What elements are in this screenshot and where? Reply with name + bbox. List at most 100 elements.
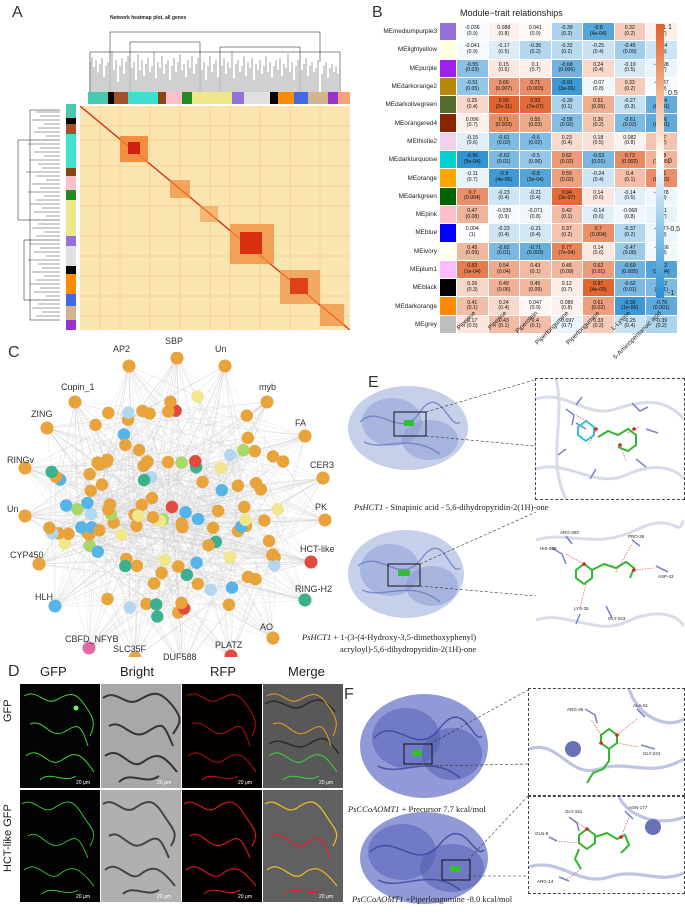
correlation-value: 0.71 bbox=[498, 116, 509, 123]
gene-node bbox=[237, 443, 250, 457]
correlation-value: 0.33 bbox=[593, 317, 604, 324]
correlation-value: -0.11 bbox=[466, 171, 478, 178]
micrograph-hct-merge: 20 μm bbox=[263, 790, 343, 902]
correlation-value: -0.69 bbox=[623, 262, 636, 269]
correlation-value: -0.5 bbox=[530, 153, 540, 160]
p-value: (0.003) bbox=[527, 85, 544, 92]
correlation-cell: 0.004 (1) bbox=[456, 223, 489, 243]
gene-node bbox=[179, 506, 192, 519]
correlation-value: 0.004 bbox=[465, 226, 479, 233]
p-value: (0.2) bbox=[561, 231, 573, 238]
coexpression-network bbox=[18, 352, 332, 657]
p-value: (5e-04) bbox=[463, 158, 481, 165]
gene-node bbox=[93, 524, 106, 537]
correlation-value: -0.37 bbox=[623, 226, 636, 233]
correlation-value: -0.8 bbox=[530, 171, 540, 178]
node-label-un-left: Un bbox=[7, 504, 19, 514]
correlation-cell: -0.61 (0.02) bbox=[487, 131, 520, 152]
hub-gene-node bbox=[18, 509, 32, 523]
scale-bar-label: 20 μm bbox=[157, 780, 171, 786]
correlation-value: -0.76 bbox=[655, 299, 668, 306]
module-label: MElightyellow bbox=[397, 46, 437, 54]
p-value: (0.9) bbox=[529, 30, 541, 37]
trait-label: Piperolein bbox=[513, 310, 539, 336]
hub-gene-node bbox=[298, 593, 312, 607]
correlation-cell: 0.94 (3e-07) bbox=[550, 186, 583, 206]
module-label: MEorange bbox=[407, 174, 438, 182]
correlation-value: -0.23 bbox=[497, 226, 510, 233]
correlation-value: 0.7 bbox=[468, 189, 476, 196]
correlation-cell: 0.14 (0.6) bbox=[582, 241, 615, 261]
zoom-connector-1 bbox=[426, 379, 535, 447]
correlation-cell: -0.39 (0.2) bbox=[645, 314, 678, 335]
p-value: (0.2) bbox=[561, 30, 573, 37]
p-value: (4e-06) bbox=[495, 177, 513, 184]
residue-label: HIS-209 bbox=[540, 546, 557, 551]
gene-node bbox=[62, 527, 75, 541]
correlation-cell: -0.23 (0.4) bbox=[487, 186, 520, 206]
correlation-value: 0.14 bbox=[593, 189, 604, 196]
node-label-fa: FA bbox=[295, 418, 307, 428]
left-dendrogram bbox=[17, 109, 60, 321]
module-color-swatch bbox=[439, 113, 457, 133]
correlation-cell: -0.25 (0.4) bbox=[613, 314, 646, 335]
correlation-value: 0.66 bbox=[498, 79, 509, 86]
p-value: (0.8) bbox=[624, 140, 636, 147]
caption-e2-line2: acryloyl)-5,6-dihydropyridin-2(1H)-one bbox=[340, 644, 477, 654]
correlation-value: -0.21 bbox=[529, 226, 542, 233]
correlation-value: -0.25 bbox=[592, 43, 605, 50]
correlation-cell: 0.33 (0.2) bbox=[613, 76, 646, 97]
trait-label: Piperlongumine bbox=[564, 310, 601, 347]
module-row: MEdarkolivegreen 0.25 (0.4) 0.99 (2e-11) 0.93… bbox=[370, 95, 678, 115]
colorbar-tick-0.5: 0.5 bbox=[668, 90, 678, 97]
p-value: (0.03) bbox=[465, 67, 480, 74]
gene-node bbox=[140, 597, 153, 611]
correlation-value: -0.21 bbox=[529, 189, 542, 196]
gene-node bbox=[202, 539, 215, 552]
correlation-cell: 0.73 (0.002) bbox=[613, 150, 646, 170]
gene-node bbox=[191, 512, 205, 526]
correlation-cell: 0.54 (0.04) bbox=[487, 259, 520, 280]
p-value: (0.7) bbox=[561, 323, 573, 330]
gene-node bbox=[180, 568, 194, 582]
gene-node bbox=[117, 428, 131, 441]
p-value: (0.04) bbox=[496, 268, 511, 275]
correlation-value: -0.96 bbox=[466, 153, 479, 160]
correlation-value: 0.047 bbox=[528, 299, 542, 306]
hub-gene-node bbox=[266, 631, 280, 645]
binding-site-2: HIS-209 ARG-303 PRO-36 ASP-43 LYS-35 GLY… bbox=[535, 519, 685, 628]
zoom-connector-4 bbox=[468, 795, 529, 877]
p-value: (0.003) bbox=[527, 250, 544, 257]
module-color-swatch bbox=[439, 204, 457, 225]
correlation-cell: 0.23 (0.4) bbox=[550, 131, 583, 152]
p-value: (0.02) bbox=[559, 177, 574, 184]
correlation-value: 0.77 bbox=[561, 244, 572, 251]
gene-node bbox=[196, 475, 209, 489]
p-value: (4e-09) bbox=[589, 286, 607, 293]
p-value: (0.002) bbox=[621, 158, 638, 165]
gene-node bbox=[262, 534, 276, 548]
module-color-swatch bbox=[439, 259, 457, 280]
module-row: MEthistle2 -0.15 (0.6) -0.61 (0.02) -0.6 (0.02… bbox=[370, 131, 678, 152]
zoom-connector-2 bbox=[420, 511, 537, 597]
correlation-value: 0.082 bbox=[623, 134, 637, 141]
panel-label-d: D bbox=[8, 663, 20, 680]
correlation-cell: 0.77 (7e-04) bbox=[550, 241, 583, 261]
correlation-cell: 0.97 (4e-09) bbox=[582, 278, 615, 298]
p-value: (0.1) bbox=[466, 305, 478, 312]
correlation-cell: -0.51 (0.05) bbox=[456, 76, 489, 97]
correlation-cell: -0.097 (0.7) bbox=[550, 314, 583, 335]
gene-node bbox=[45, 465, 58, 479]
module-label: MEplum1 bbox=[410, 266, 437, 273]
gene-node bbox=[268, 559, 281, 572]
correlation-value: -0.32 bbox=[560, 43, 573, 50]
gene-node bbox=[238, 500, 251, 514]
p-value: (0.01) bbox=[496, 158, 511, 165]
top-module-colorbar bbox=[88, 92, 350, 104]
gene-node bbox=[215, 483, 229, 497]
binding-site-4: GLY-151 ASN-177 GLN-8 ARG-14 bbox=[528, 796, 685, 884]
correlation-value: 0.4 bbox=[531, 317, 539, 324]
correlation-cell: 0.47 (0.08) bbox=[456, 204, 489, 225]
module-row: MEmediumpurple3 -0.036 (0.9) 0.088 (0.8) 0.04… bbox=[370, 21, 678, 42]
correlation-value: -0.041 bbox=[464, 43, 480, 50]
